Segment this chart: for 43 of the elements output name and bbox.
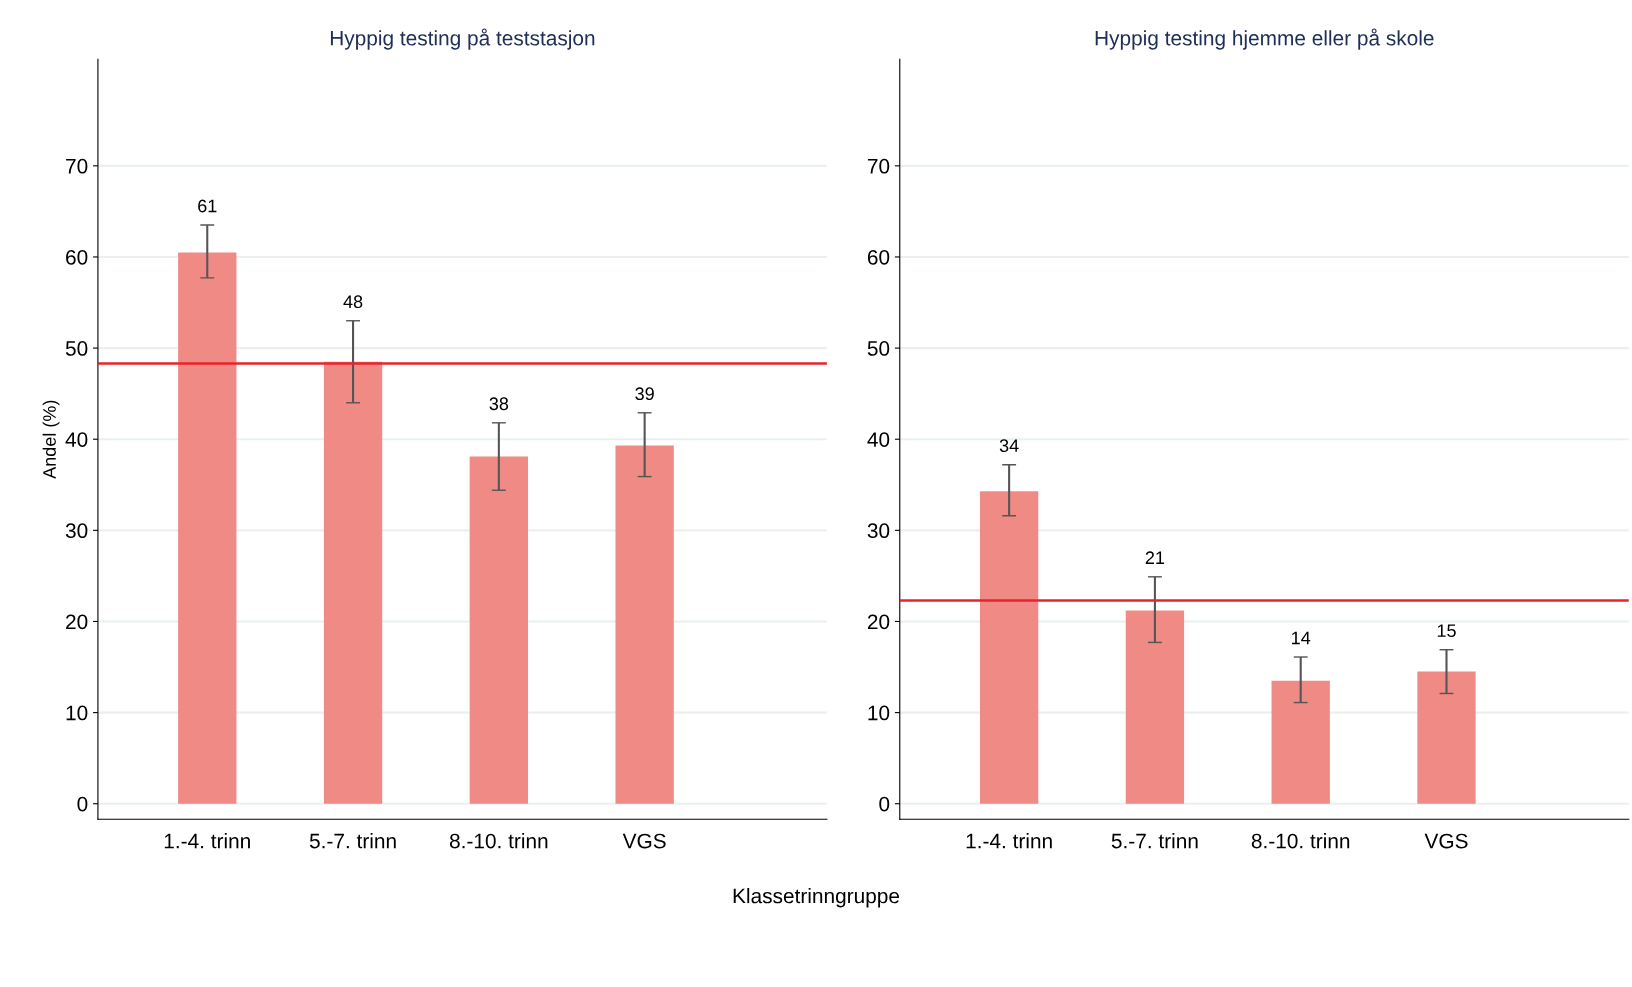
x-tick-label: 5.-7. trinn	[1111, 833, 1198, 849]
y-axis-title: Andel (%)	[42, 400, 60, 479]
y-tick-label: 50	[867, 341, 890, 356]
x-tick-label: 8.-10. trinn	[449, 833, 548, 849]
bar	[615, 445, 674, 804]
y-tick-label: 30	[867, 523, 890, 539]
bar	[1271, 680, 1330, 804]
data-label: 21	[1145, 551, 1165, 564]
y-tick-label: 10	[66, 705, 88, 721]
bar	[178, 252, 237, 804]
y-tick-label: 50	[65, 341, 88, 356]
data-label: 48	[343, 295, 363, 309]
y-tick-label: 60	[66, 249, 88, 265]
chart-title: Hyppig testing på teststasjon	[330, 28, 595, 50]
bar	[979, 491, 1039, 804]
x-tick-label: VGS	[622, 833, 666, 849]
y-tick-label: 20	[867, 614, 890, 630]
y-tick-label: 60	[867, 249, 890, 265]
x-tick-label: 1.-4. trinn	[164, 833, 250, 849]
bar	[1417, 671, 1476, 804]
y-tick-label: 70	[867, 158, 890, 174]
x-tick-label: VGS	[1424, 833, 1468, 849]
x-axis-title: Klassetrinngruppe	[733, 888, 900, 908]
data-label: 34	[999, 439, 1019, 453]
y-tick-label: 0	[879, 796, 890, 812]
y-tick-label: 40	[867, 432, 890, 447]
y-tick-label: 10	[868, 705, 890, 721]
data-label: 15	[1437, 624, 1456, 638]
y-tick-label: 20	[66, 614, 88, 630]
chart-title: Hyppig testing hjemme eller på skole	[1095, 28, 1434, 50]
y-tick-label: 40	[65, 432, 88, 447]
data-label: 39	[635, 387, 654, 401]
y-tick-label: 30	[65, 523, 88, 539]
x-tick-label: 1.-4. trinn	[966, 833, 1052, 849]
bar	[469, 456, 529, 804]
y-tick-label: 0	[77, 796, 88, 812]
bar	[1125, 610, 1185, 804]
data-label: 61	[198, 199, 217, 213]
data-label: 14	[1292, 631, 1311, 645]
data-label: 38	[489, 397, 509, 411]
x-tick-label: 5.-7. trinn	[309, 833, 396, 849]
x-tick-label: 8.-10. trinn	[1251, 833, 1350, 849]
y-tick-label: 70	[66, 158, 88, 174]
